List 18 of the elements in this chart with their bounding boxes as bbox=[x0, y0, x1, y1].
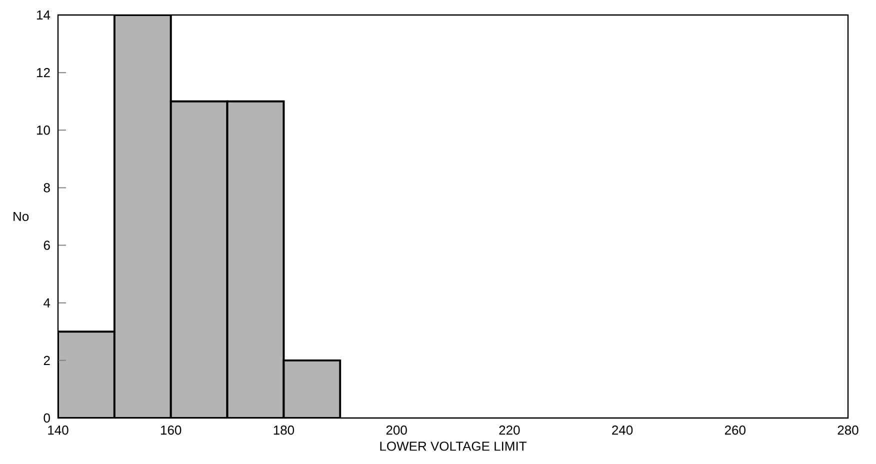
y-tick-label: 2 bbox=[44, 356, 50, 365]
x-tick-label: 240 bbox=[612, 426, 633, 435]
y-tick-label: 6 bbox=[44, 240, 50, 250]
y-tick-label: 12 bbox=[36, 68, 50, 78]
x-tick-label: 180 bbox=[274, 426, 294, 435]
x-tick-label: 260 bbox=[724, 426, 746, 435]
x-tick-label: 220 bbox=[499, 426, 520, 435]
y-tick-label: 0 bbox=[44, 413, 50, 423]
y-tick-label: 8 bbox=[44, 183, 50, 192]
x-tick-label: 140 bbox=[48, 426, 68, 435]
y-tick-label: 10 bbox=[36, 126, 50, 135]
y-axis-title: No bbox=[14, 212, 29, 222]
x-tick-label: 160 bbox=[161, 426, 182, 435]
x-axis-title: LOWER VOLTAGE LIMIT bbox=[380, 442, 526, 451]
x-tick-label: 200 bbox=[386, 426, 407, 435]
y-tick-label: 4 bbox=[44, 298, 50, 308]
y-tick-label: 14 bbox=[36, 10, 50, 20]
x-tick-label: 280 bbox=[838, 426, 858, 435]
